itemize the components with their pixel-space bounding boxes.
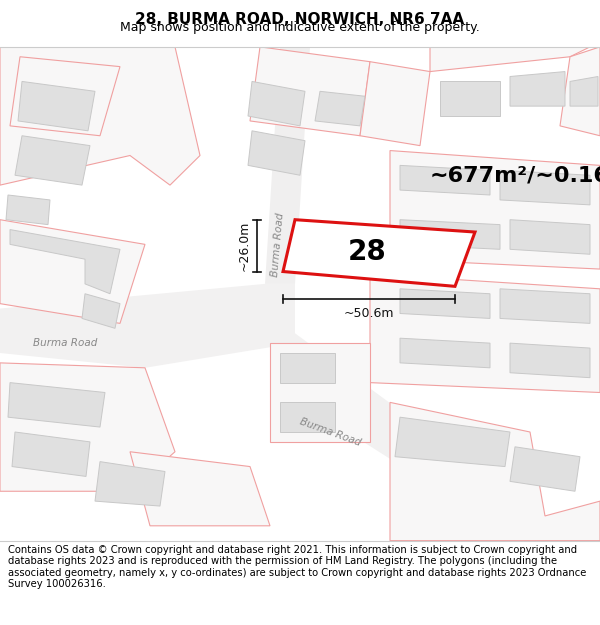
Polygon shape [510,71,565,106]
Polygon shape [18,81,95,131]
Polygon shape [400,166,490,195]
Text: ~26.0m: ~26.0m [238,221,251,271]
Polygon shape [82,294,120,328]
Text: ~677m²/~0.167ac.: ~677m²/~0.167ac. [430,165,600,185]
Polygon shape [15,136,90,185]
Polygon shape [0,363,175,491]
Polygon shape [248,81,305,126]
Polygon shape [440,81,500,116]
Polygon shape [265,47,310,284]
Polygon shape [270,333,510,516]
Polygon shape [8,382,105,427]
Text: 28, BURMA ROAD, NORWICH, NR6 7AA: 28, BURMA ROAD, NORWICH, NR6 7AA [136,12,464,27]
Polygon shape [510,447,580,491]
Text: Burma Road: Burma Road [298,416,362,447]
Text: Map shows position and indicative extent of the property.: Map shows position and indicative extent… [120,21,480,34]
Polygon shape [400,338,490,367]
Polygon shape [395,418,510,466]
Polygon shape [570,76,598,106]
Polygon shape [280,353,335,382]
Polygon shape [400,289,490,318]
Polygon shape [315,91,365,126]
Polygon shape [500,170,590,205]
Polygon shape [0,219,145,323]
Polygon shape [130,452,270,526]
Polygon shape [0,284,295,368]
Text: Burma Road: Burma Road [270,212,286,277]
Polygon shape [360,62,430,146]
Polygon shape [12,432,90,476]
Polygon shape [400,219,500,249]
Polygon shape [0,47,200,185]
Polygon shape [510,219,590,254]
Text: Burma Road: Burma Road [33,338,97,348]
Text: Contains OS data © Crown copyright and database right 2021. This information is : Contains OS data © Crown copyright and d… [8,544,586,589]
Polygon shape [390,402,600,541]
Polygon shape [390,151,600,269]
Polygon shape [510,343,590,377]
Polygon shape [560,47,600,136]
Polygon shape [250,47,370,136]
Polygon shape [283,219,475,286]
Polygon shape [430,47,590,71]
Polygon shape [280,402,335,432]
Polygon shape [10,57,120,136]
Text: ~50.6m: ~50.6m [344,307,394,319]
Polygon shape [248,131,305,175]
Polygon shape [10,229,120,294]
Text: 28: 28 [347,238,386,266]
Polygon shape [500,289,590,323]
Polygon shape [370,274,600,392]
Polygon shape [6,195,50,224]
Polygon shape [95,462,165,506]
Polygon shape [270,343,370,442]
